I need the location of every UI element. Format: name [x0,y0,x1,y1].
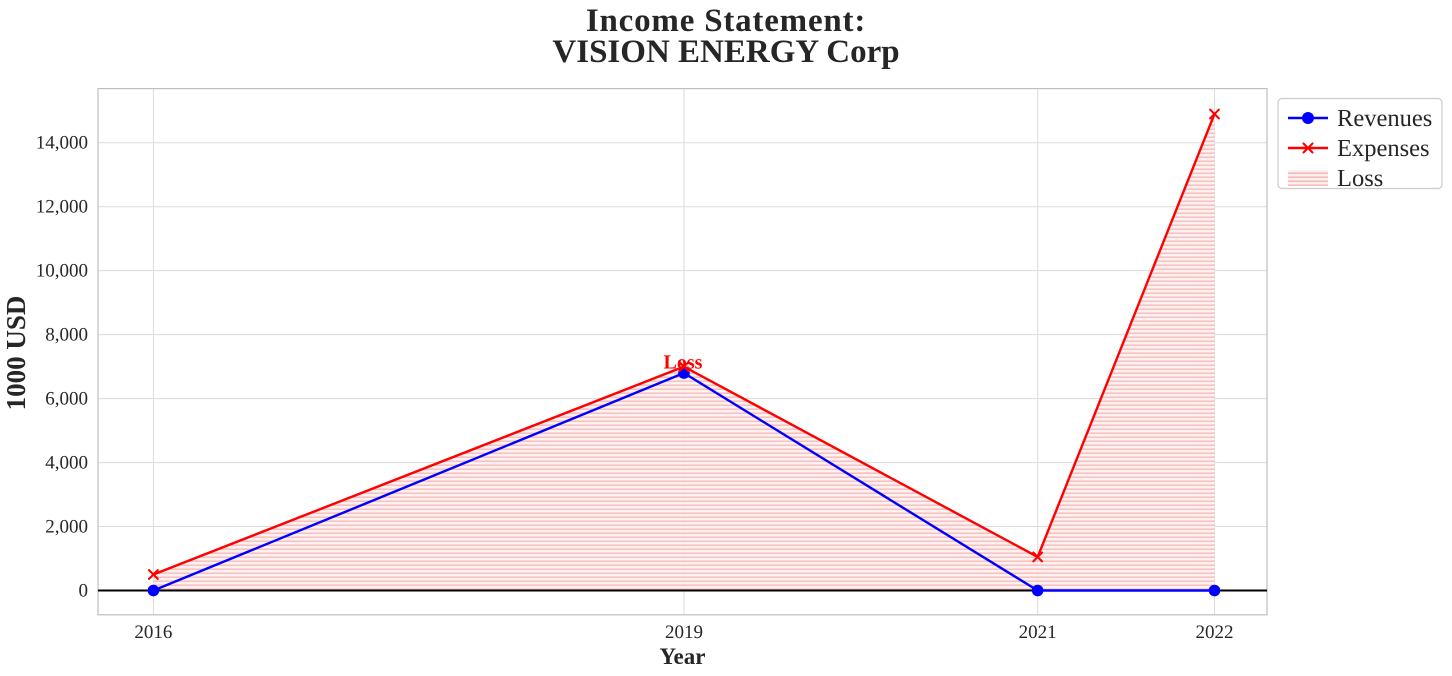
svg-text:2022: 2022 [1196,622,1234,643]
svg-text:4,000: 4,000 [45,453,88,474]
svg-text:8,000: 8,000 [45,325,88,346]
svg-text:10,000: 10,000 [36,261,88,282]
svg-text:12,000: 12,000 [36,197,88,218]
svg-text:Loss: Loss [664,352,703,374]
svg-text:6,000: 6,000 [45,389,88,410]
svg-text:Revenues: Revenues [1337,105,1432,132]
svg-text:0: 0 [79,581,89,602]
svg-text:2,000: 2,000 [45,517,88,538]
svg-text:2019: 2019 [665,622,703,643]
svg-text:Expenses: Expenses [1337,135,1430,162]
svg-text:2016: 2016 [134,622,172,643]
svg-text:Loss: Loss [1337,165,1383,192]
svg-text:2021: 2021 [1019,622,1057,643]
svg-text:14,000: 14,000 [36,133,88,154]
